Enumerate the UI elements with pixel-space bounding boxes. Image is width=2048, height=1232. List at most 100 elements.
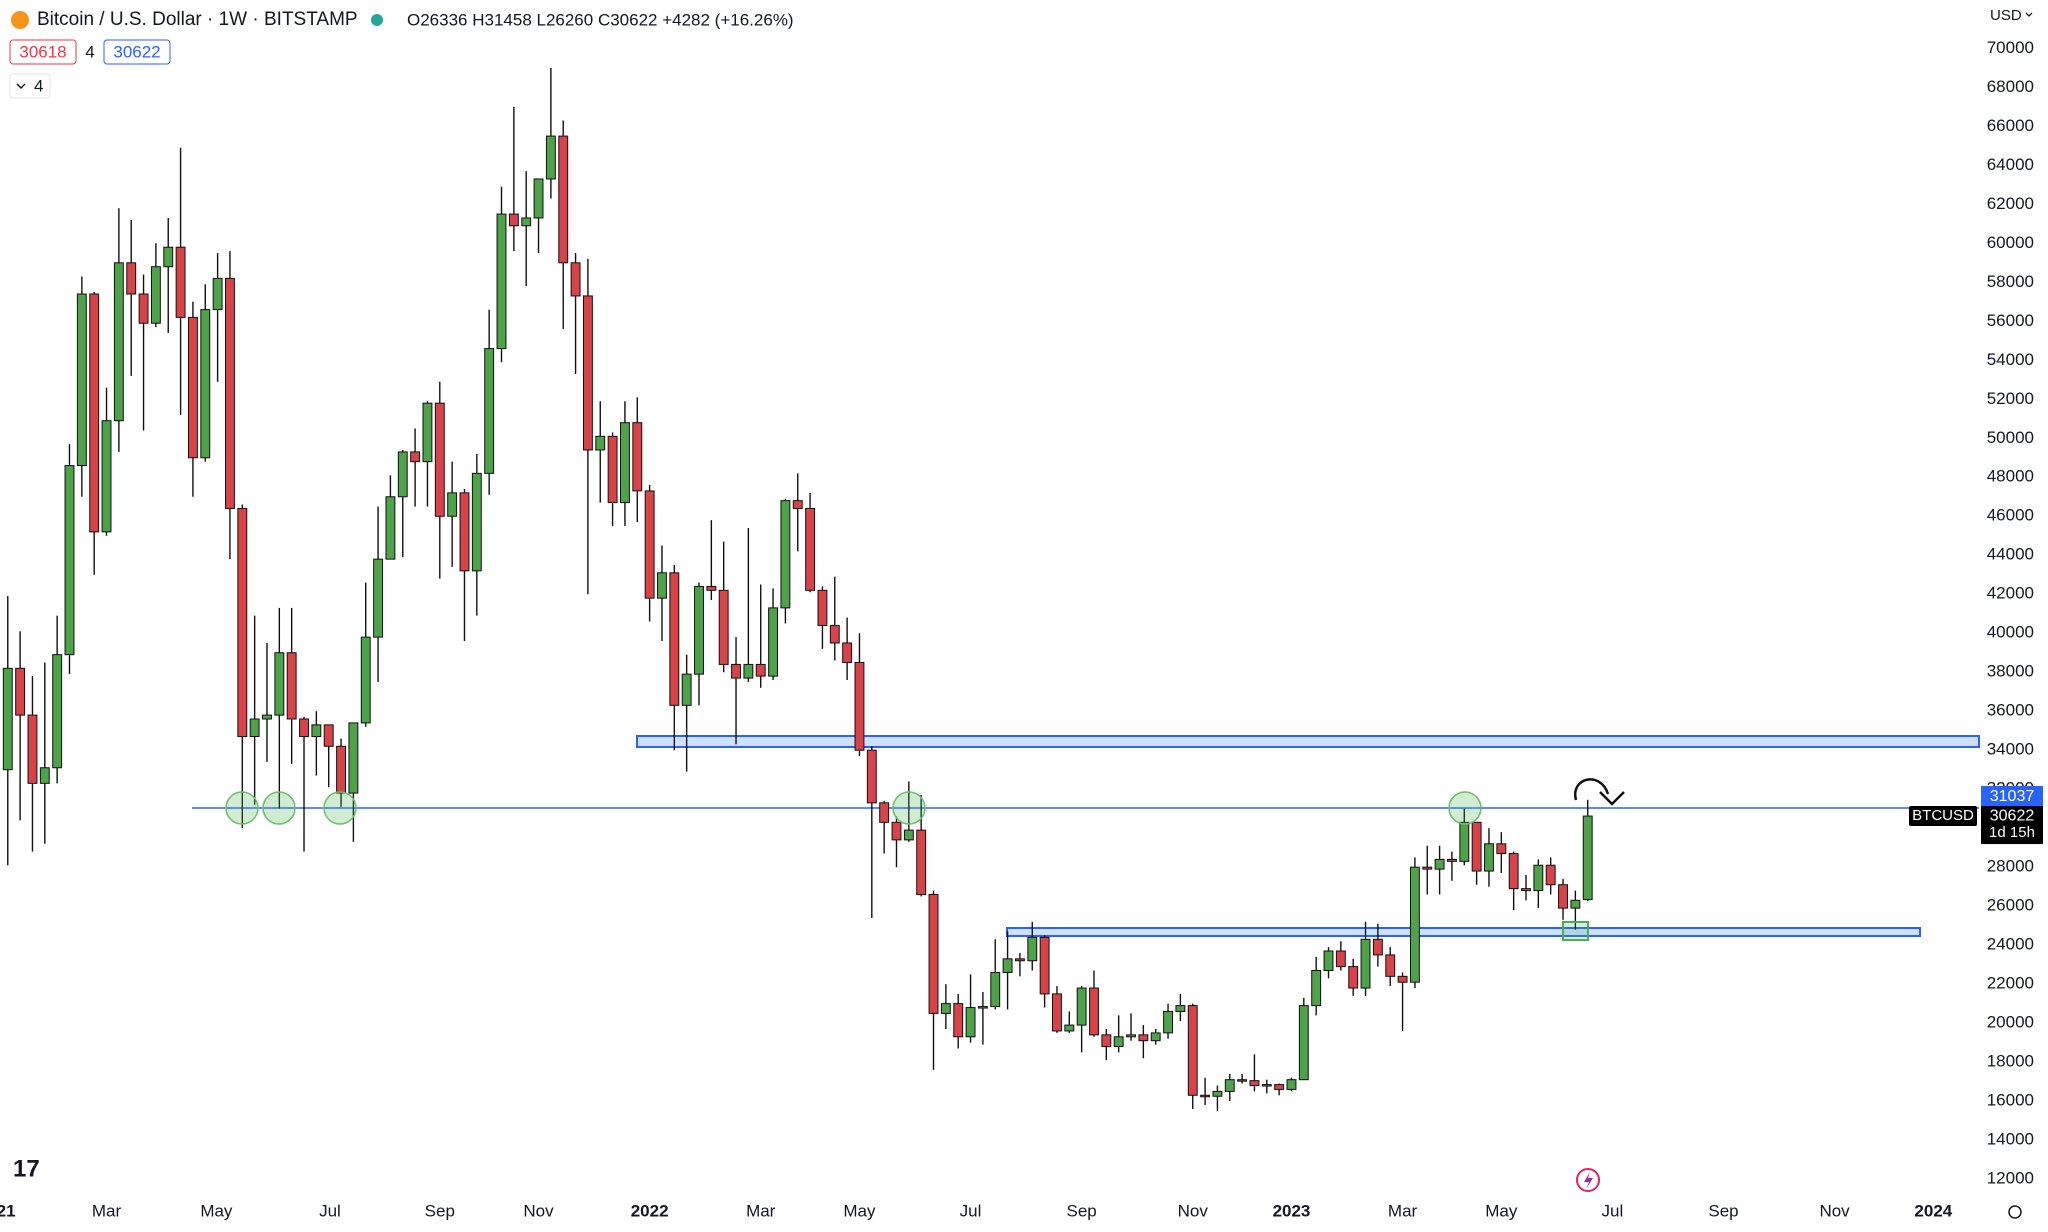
candle-body <box>1385 954 1396 977</box>
candle-body <box>1471 821 1482 872</box>
candle-body <box>669 572 680 706</box>
currency[interactable]: USD <box>1990 7 2022 24</box>
candle-body <box>792 500 803 509</box>
x-tick-label: 2024 <box>1914 1201 1952 1220</box>
candle-body <box>595 435 606 451</box>
candle-body <box>200 309 211 459</box>
symbol-box <box>1909 806 1977 827</box>
candle-body <box>1224 1079 1235 1092</box>
y-tick-label: 66000 <box>1987 116 2034 135</box>
candle-body <box>928 893 939 1014</box>
x-tick-label: Sep <box>425 1201 455 1220</box>
candle-body <box>1582 815 1593 901</box>
candle-body <box>89 293 100 533</box>
candle-body <box>508 213 519 227</box>
y-tick-label: 14000 <box>1987 1130 2034 1149</box>
x-tick-label: May <box>1485 1201 1518 1220</box>
ask-box[interactable] <box>103 39 171 65</box>
chevron <box>2025 12 2033 17</box>
candle-body <box>150 266 161 324</box>
candle-body <box>694 585 704 675</box>
candle-body <box>1187 1005 1198 1096</box>
candle-body <box>1434 858 1445 870</box>
touch-circle <box>262 791 296 825</box>
x-tick-label: Mar <box>746 1201 776 1220</box>
candle-body <box>1533 864 1544 892</box>
candle-body <box>780 500 791 609</box>
y-tick-label: 42000 <box>1987 584 2034 603</box>
chevron <box>16 83 26 90</box>
candle-body <box>1126 1034 1136 1038</box>
candle-body <box>397 451 408 498</box>
symbol-title: Bitcoin / U.S. Dollar · 1W · BITSTAMP <box>37 9 358 30</box>
candle-body <box>558 135 569 264</box>
candle-body <box>1274 1084 1285 1090</box>
candle-body <box>496 213 507 350</box>
candle-body <box>854 661 865 751</box>
candle-body <box>1237 1079 1248 1082</box>
x-tick-label: May <box>843 1201 876 1220</box>
x-tick-label: 2021 <box>0 1201 16 1220</box>
y-tick-label: 28000 <box>1987 857 2034 876</box>
candle-body <box>410 451 421 463</box>
candle-body <box>113 262 124 422</box>
candle-body <box>299 718 309 738</box>
countdown: 1d 15h <box>1989 824 2035 841</box>
candle-body <box>1360 938 1371 989</box>
y-tick-label: 24000 <box>1987 935 2034 954</box>
candle-body <box>1089 987 1099 1036</box>
candle-body <box>138 293 149 324</box>
candle-body <box>1570 899 1581 909</box>
candle-body <box>323 724 334 747</box>
candle-body <box>1521 888 1531 892</box>
candle-body <box>1064 1024 1075 1032</box>
x-tick-label: 2022 <box>631 1201 669 1220</box>
x-tick-label: Nov <box>523 1201 554 1220</box>
touch-circles <box>225 791 1482 825</box>
candle-body <box>163 246 174 268</box>
candle-body <box>1014 958 1025 962</box>
bid: 30618 <box>19 42 66 61</box>
ask: 30622 <box>113 42 160 61</box>
candle-body <box>447 492 458 517</box>
candle-body <box>1397 975 1408 983</box>
candle-body <box>1212 1090 1223 1097</box>
market-status <box>371 14 383 26</box>
y-tick-label: 68000 <box>1987 77 2034 96</box>
candle-body <box>940 1003 951 1014</box>
candle-body <box>891 821 902 841</box>
y-tick-label: 40000 <box>1987 623 2034 642</box>
x-tick-label: 2023 <box>1273 1201 1311 1220</box>
alert-icon[interactable] <box>1576 1168 1600 1192</box>
candle-body <box>385 496 396 560</box>
y-tick-label: 18000 <box>1987 1052 2034 1071</box>
y-tick-label: 36000 <box>1987 701 2034 720</box>
y-tick-label: 52000 <box>1987 389 2034 408</box>
candle-body <box>990 971 1001 1008</box>
bid-box[interactable] <box>9 39 77 65</box>
candle-body <box>718 589 729 665</box>
support-zone <box>1006 927 1921 937</box>
y-tick-label: 54000 <box>1987 350 2034 369</box>
last-price: 30622 <box>1990 807 2035 824</box>
candle-body <box>879 802 890 823</box>
candle-body <box>632 422 643 492</box>
candle-body <box>52 654 63 769</box>
candle-body <box>903 829 914 841</box>
candle-body <box>2 667 13 771</box>
candle-body <box>731 663 741 679</box>
candle-body <box>817 589 828 626</box>
touch-circle <box>892 791 926 825</box>
candle-body <box>829 624 840 644</box>
settings-icon[interactable] <box>2008 1205 2022 1219</box>
retest-box <box>1562 921 1589 941</box>
touch-circle <box>225 791 259 825</box>
candle-body <box>1200 1094 1211 1098</box>
y-tick-label: 64000 <box>1987 155 2034 174</box>
indicators-toggle[interactable] <box>9 73 51 99</box>
candle-body <box>422 402 433 463</box>
candle-body <box>1002 958 1013 973</box>
candle-body <box>1311 970 1322 1007</box>
candle-body <box>15 667 26 716</box>
candle-body <box>274 652 285 716</box>
